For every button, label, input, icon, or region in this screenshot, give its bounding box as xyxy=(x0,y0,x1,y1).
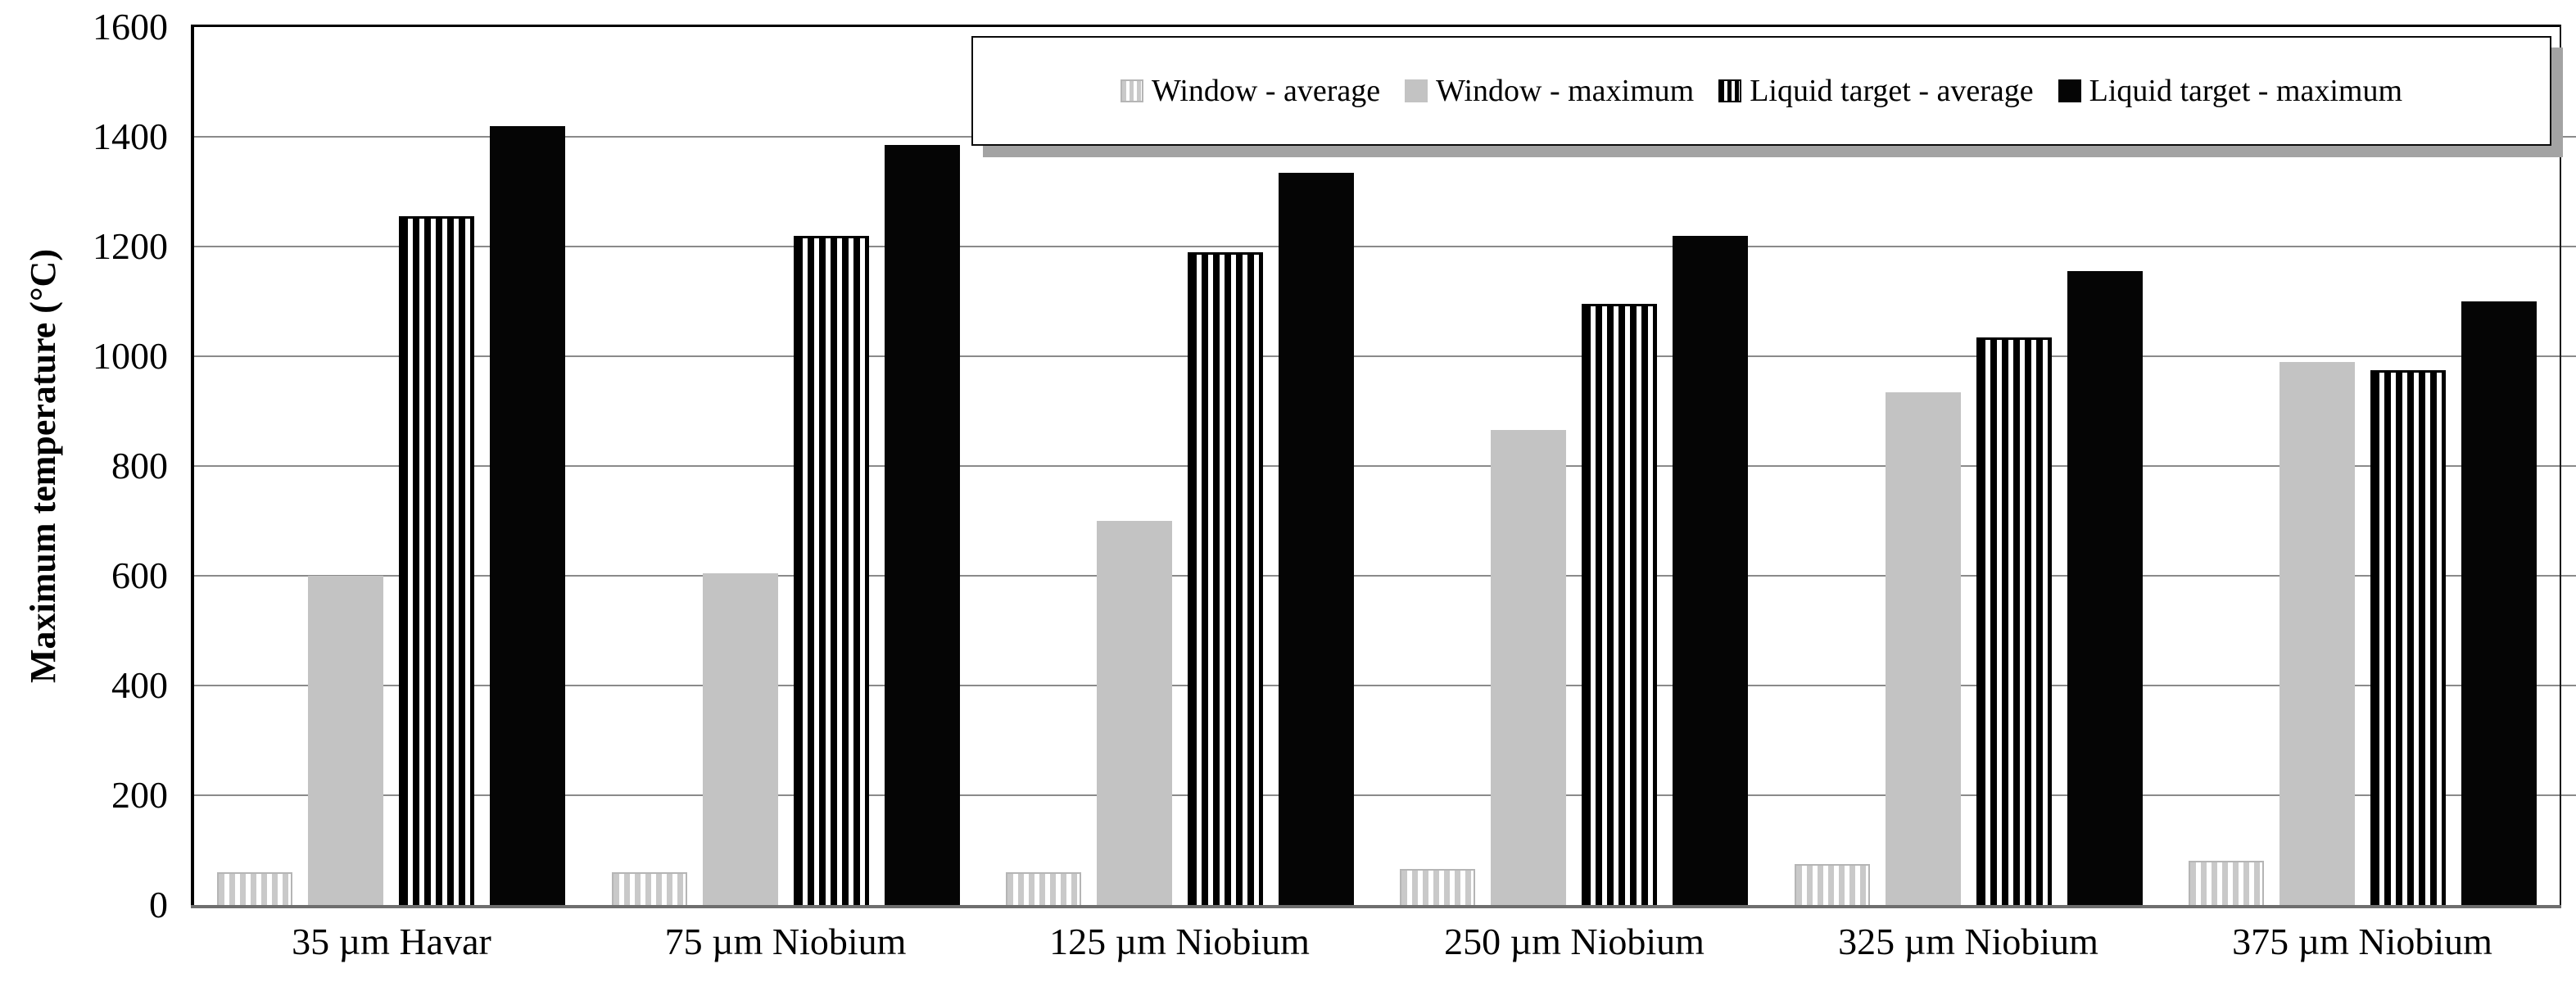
legend: Window - average Window - maximum Liquid t… xyxy=(971,36,2551,146)
plot-area xyxy=(191,25,2576,908)
y-axis-line xyxy=(191,25,194,908)
gridline-200 xyxy=(194,794,2560,796)
x-category-label-6: 375 µm Niobium xyxy=(2232,921,2492,962)
bar-window-average-375-m-niobium xyxy=(2189,861,2264,905)
gridline-400 xyxy=(194,685,2560,686)
bar-liquid-target-average-35-m-havar xyxy=(399,216,474,905)
x-category-label-1: 35 µm Havar xyxy=(292,921,491,962)
legend-item-liquid-target-average: Liquid target - average xyxy=(1718,73,2034,109)
bar-liquid-target-maximum-250-m-niobium xyxy=(1673,236,1748,905)
right-tick-1200 xyxy=(2560,246,2576,247)
bar-liquid-target-maximum-325-m-niobium xyxy=(2067,271,2143,905)
bar-window-average-325-m-niobium xyxy=(1795,864,1870,905)
gridline-1200 xyxy=(194,246,2560,247)
plot-border-top xyxy=(191,25,2561,27)
y-tick-label-1200: 1200 xyxy=(93,225,168,267)
bar-window-maximum-325-m-niobium xyxy=(1886,392,1961,905)
right-tick-400 xyxy=(2560,685,2576,686)
legend-swatch-icon xyxy=(2058,79,2081,102)
bar-window-maximum-375-m-niobium xyxy=(2279,362,2355,905)
bar-window-average-250-m-niobium xyxy=(1400,869,1475,905)
bar-window-average-75-m-niobium xyxy=(612,872,687,905)
legend-label: Liquid target - maximum xyxy=(2089,74,2403,108)
bar-window-maximum-35-m-havar xyxy=(308,576,383,905)
bar-liquid-target-maximum-125-m-niobium xyxy=(1279,173,1354,905)
bar-liquid-target-average-325-m-niobium xyxy=(1976,337,2052,905)
gridline-1000 xyxy=(194,355,2560,357)
x-category-label-2: 75 µm Niobium xyxy=(664,921,907,962)
legend-item-window-maximum: Window - maximum xyxy=(1405,73,1694,109)
legend-swatch-icon xyxy=(1718,79,1742,102)
bar-liquid-target-maximum-375-m-niobium xyxy=(2461,301,2537,905)
y-tick-label-1400: 1400 xyxy=(93,115,168,157)
bar-window-maximum-75-m-niobium xyxy=(703,573,778,905)
legend-swatch-icon xyxy=(1405,79,1428,102)
legend-swatch-icon xyxy=(1120,79,1143,102)
bar-liquid-target-average-125-m-niobium xyxy=(1188,252,1263,905)
legend-item-window-average: Window - average xyxy=(1120,73,1380,109)
bar-window-average-35-m-havar xyxy=(217,872,292,905)
bar-liquid-target-average-75-m-niobium xyxy=(794,236,869,905)
right-tick-800 xyxy=(2560,465,2576,467)
right-tick-1400 xyxy=(2560,136,2576,138)
x-category-label-5: 325 µm Niobium xyxy=(1838,921,2098,962)
gridline-600 xyxy=(194,575,2560,577)
y-tick-label-800: 800 xyxy=(111,445,168,486)
y-tick-label-600: 600 xyxy=(111,554,168,596)
y-tick-label-1000: 1000 xyxy=(93,335,168,377)
y-tick-label-200: 200 xyxy=(111,774,168,816)
y-tick-label-400: 400 xyxy=(111,664,168,706)
bar-window-maximum-250-m-niobium xyxy=(1491,430,1566,905)
bar-window-maximum-125-m-niobium xyxy=(1097,521,1172,905)
right-tick-1000 xyxy=(2560,355,2576,357)
bar-liquid-target-maximum-75-m-niobium xyxy=(885,145,960,905)
legend-label: Window - maximum xyxy=(1436,74,1695,108)
y-tick-label-0: 0 xyxy=(149,884,168,925)
bar-liquid-target-average-375-m-niobium xyxy=(2370,370,2446,905)
bar-liquid-target-maximum-35-m-havar xyxy=(490,126,565,905)
legend-item-liquid-target-maximum: Liquid target - maximum xyxy=(2058,73,2402,109)
right-tick-200 xyxy=(2560,794,2576,796)
gridline-800 xyxy=(194,465,2560,467)
x-category-label-4: 250 µm Niobium xyxy=(1444,921,1705,962)
plot-border-right xyxy=(2560,25,2561,905)
right-tick-600 xyxy=(2560,575,2576,577)
bar-window-average-125-m-niobium xyxy=(1006,872,1081,905)
legend-label: Liquid target - average xyxy=(1750,74,2034,108)
x-category-label-3: 125 µm Niobium xyxy=(1049,921,1310,962)
y-tick-label-1600: 1600 xyxy=(93,6,168,48)
legend-label: Window - average xyxy=(1151,74,1381,108)
x-axis-line xyxy=(191,905,2561,908)
bar-liquid-target-average-250-m-niobium xyxy=(1582,304,1657,905)
